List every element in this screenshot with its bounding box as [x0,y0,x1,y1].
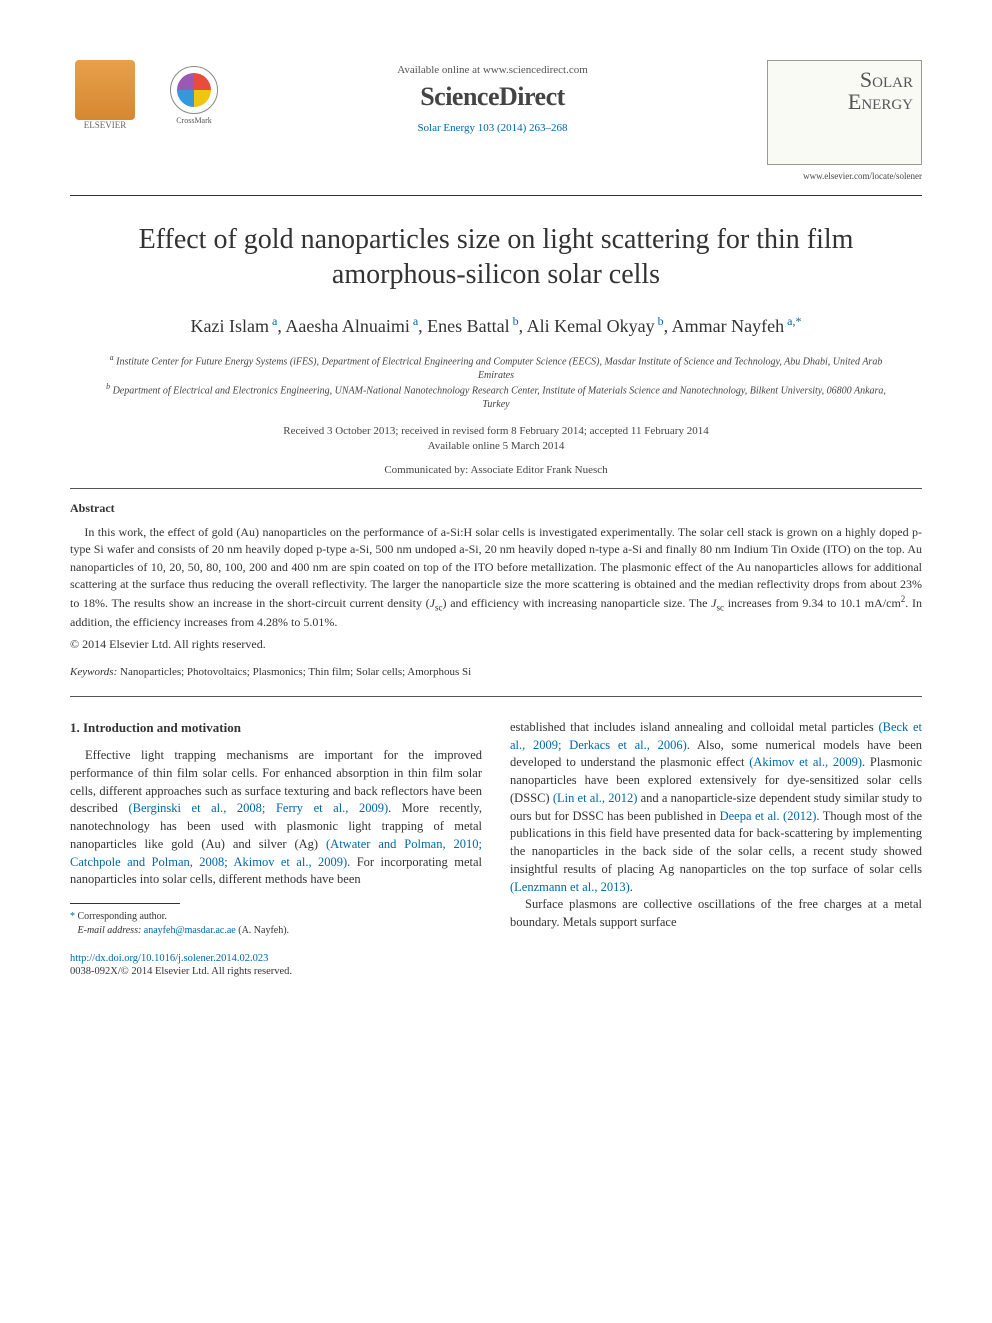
affiliation-b: b Department of Electrical and Electroni… [100,382,892,411]
author-3: Enes Battal [427,316,509,336]
crossmark-wheel-icon [177,73,211,107]
author-3-aff: b [510,314,519,328]
ref-link[interactable]: (Atwater and Polman, 2010; Catchpole and… [70,837,482,869]
communicated-by: Communicated by: Associate Editor Frank … [70,464,922,476]
affiliation-b-text: Department of Electrical and Electronics… [113,386,886,411]
ref-link[interactable]: (Lenzmann et al., 2013) [510,880,630,894]
doi-link[interactable]: http://dx.doi.org/10.1016/j.solener.2014… [70,953,922,964]
ref-link[interactable]: (Berginski et al., 2008; Ferry et al., 2… [128,801,388,815]
journal-cover-box: Solar Energy [767,60,922,165]
journal-name-line2: Energy [776,91,913,113]
email-link[interactable]: anayfeh@masdar.ac.ae [144,925,236,936]
right-column: established that includes island anneali… [510,719,922,937]
affiliation-a-text: Institute Center for Future Energy Syste… [116,356,882,381]
page-header: ELSEVIER CrossMark Available online at w… [70,60,922,181]
author-4-aff: b [655,314,664,328]
author-1: Kazi Islam [191,316,269,336]
body-columns: 1. Introduction and motivation Effective… [70,719,922,937]
post-abstract-rule [70,696,922,697]
available-online-text: Available online at www.sciencedirect.co… [218,64,767,76]
corresponding-star-icon: * [795,314,801,328]
left-column: 1. Introduction and motivation Effective… [70,719,482,937]
center-header: Available online at www.sciencedirect.co… [218,60,767,134]
crossmark-label: CrossMark [170,116,218,125]
corresponding-label: Corresponding author. [78,911,167,922]
journal-url[interactable]: www.elsevier.com/locate/solener [767,171,922,181]
section-1-para-left: Effective light trapping mechanisms are … [70,747,482,889]
affiliation-a: a Institute Center for Future Energy Sys… [100,353,892,382]
author-5-aff: a, [784,314,795,328]
keywords-line: Keywords: Nanoparticles; Photovoltaics; … [70,666,922,678]
journal-box-wrapper: Solar Energy www.elsevier.com/locate/sol… [767,60,922,181]
abstract-body: In this work, the effect of gold (Au) na… [70,524,922,630]
crossmark-block: CrossMark [170,60,218,125]
author-1-aff: a [269,314,277,328]
issn-line: 0038-092X/© 2014 Elsevier Ltd. All right… [70,966,922,977]
available-line: Available online 5 March 2014 [70,439,922,454]
email-label: E-mail address: [78,925,142,936]
authors-line: Kazi Islam a, Aaesha Alnuaimi a, Enes Ba… [70,314,922,337]
footnote-star-icon: * [70,911,75,922]
ref-link[interactable]: (Beck et al., 2009; Derkacs et al., 2006… [510,720,922,752]
author-2: Aaesha Alnuaimi [285,316,409,336]
elsevier-tree-icon [75,60,135,120]
corresponding-footnote: * Corresponding author. E-mail address: … [70,910,482,937]
affiliations: a Institute Center for Future Energy Sys… [100,353,892,412]
author-4: Ali Kemal Okyay [527,316,655,336]
keywords-text: Nanoparticles; Photovoltaics; Plasmonics… [120,666,471,678]
sciencedirect-logo: ScienceDirect [218,82,767,112]
abstract-heading: Abstract [70,501,922,516]
section-1-para-right: established that includes island anneali… [510,719,922,897]
journal-name-line1: Solar [776,69,913,91]
email-name: (A. Nayfeh). [238,925,289,936]
ref-link[interactable]: (Akimov et al., 2009) [749,755,862,769]
left-logo-group: ELSEVIER CrossMark [70,60,218,140]
ref-link[interactable]: (Lin et al., 2012) [553,791,638,805]
received-line: Received 3 October 2013; received in rev… [70,424,922,439]
citation-link[interactable]: Solar Energy 103 (2014) 263–268 [218,122,767,134]
abstract-copyright: © 2014 Elsevier Ltd. All rights reserved… [70,637,922,652]
header-rule [70,195,922,196]
article-title: Effect of gold nanoparticles size on lig… [110,222,882,292]
elsevier-label: ELSEVIER [84,120,127,130]
author-2-aff: a [410,314,418,328]
crossmark-icon[interactable] [170,66,218,114]
author-5: Ammar Nayfeh [672,316,784,336]
ref-link[interactable]: Deepa et al. (2012) [720,809,817,823]
elsevier-logo: ELSEVIER [70,60,140,140]
section-1-heading: 1. Introduction and motivation [70,719,482,737]
pre-abstract-rule [70,488,922,489]
section-1-para2-right: Surface plasmons are collective oscillat… [510,896,922,932]
footnote-separator [70,903,180,904]
keywords-label: Keywords: [70,666,117,678]
article-dates: Received 3 October 2013; received in rev… [70,424,922,455]
